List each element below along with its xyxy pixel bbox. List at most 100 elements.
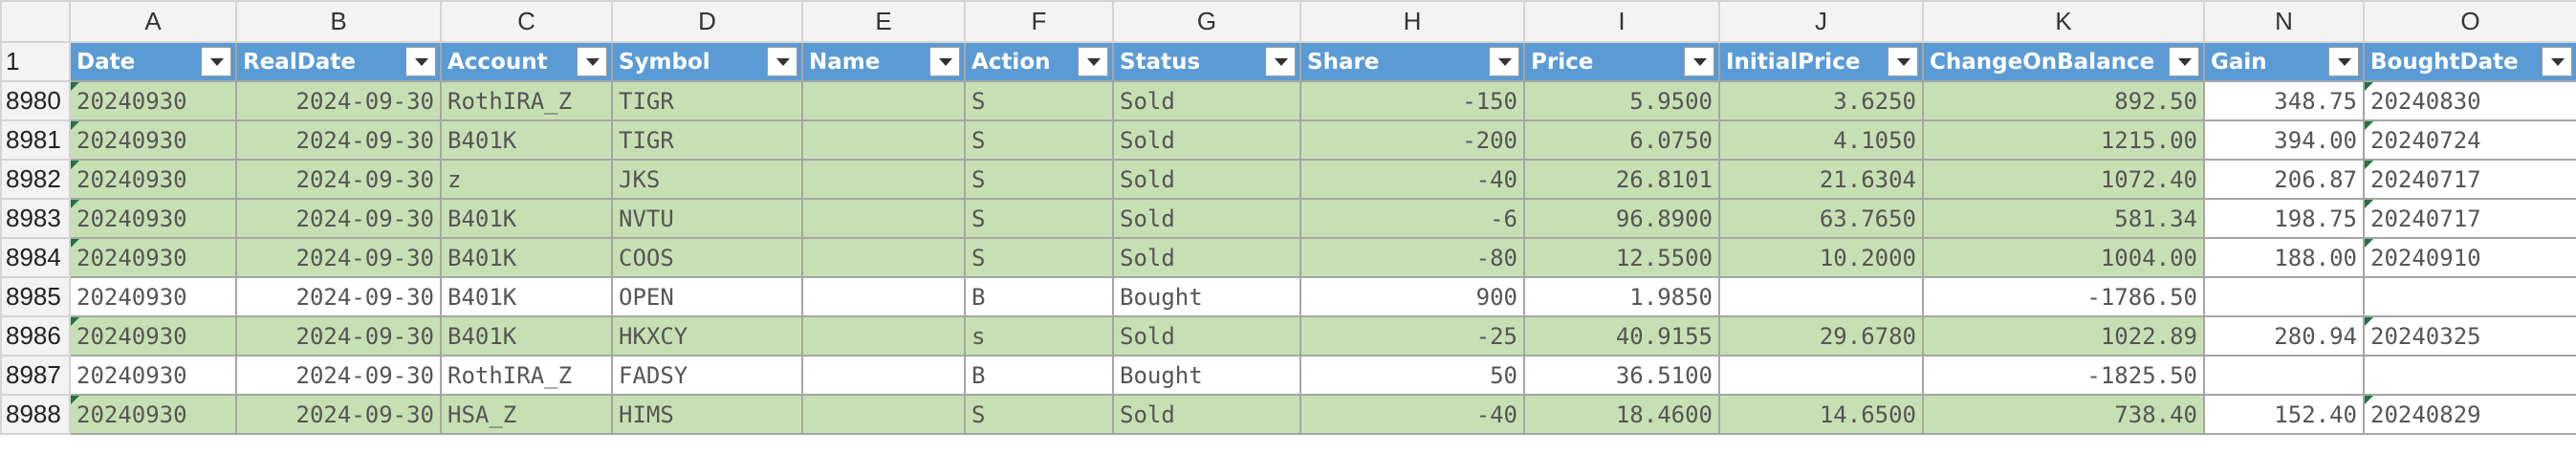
filter-button[interactable] [405,47,436,76]
filter-button[interactable] [2328,47,2359,76]
column-letter[interactable]: H [1299,0,1525,43]
cell[interactable]: 20240930 [69,315,237,357]
cell[interactable]: B401K [440,276,613,317]
row-number[interactable]: 1 [0,41,71,82]
cell[interactable]: TIGR [611,119,803,161]
cell[interactable]: 3.6250 [1718,80,1924,121]
cell[interactable]: 2024-09-30 [235,159,442,200]
cell[interactable] [801,198,966,239]
cell[interactable] [2363,355,2576,396]
column-header[interactable]: Name [801,41,966,82]
cell[interactable]: Sold [1112,315,1301,357]
filter-button[interactable] [1489,47,1519,76]
cell[interactable]: 20240829 [2363,394,2576,435]
filter-button[interactable] [1888,47,1918,76]
cell[interactable]: 20240930 [69,159,237,200]
cell[interactable]: Sold [1112,237,1301,278]
cell[interactable]: 40.9155 [1523,315,1720,357]
cell[interactable] [801,159,966,200]
cell[interactable]: B401K [440,315,613,357]
cell[interactable]: Sold [1112,159,1301,200]
cell[interactable]: 2024-09-30 [235,355,442,396]
cell[interactable]: 1022.89 [1922,315,2205,357]
cell[interactable]: Sold [1112,198,1301,239]
cell[interactable]: -150 [1299,80,1525,121]
cell[interactable]: Sold [1112,80,1301,121]
cell[interactable]: HKXCY [611,315,803,357]
column-letter[interactable]: G [1112,0,1301,43]
cell[interactable]: 26.8101 [1523,159,1720,200]
column-letter[interactable]: E [801,0,966,43]
filter-button[interactable] [1684,47,1714,76]
cell[interactable]: 12.5500 [1523,237,1720,278]
filter-button[interactable] [929,47,960,76]
column-header[interactable]: RealDate [235,41,442,82]
cell[interactable]: S [964,80,1114,121]
column-header[interactable]: Status [1112,41,1301,82]
column-letter[interactable]: A [69,0,237,43]
corner-cell[interactable] [0,0,71,43]
column-letter[interactable]: I [1523,0,1720,43]
cell[interactable]: Sold [1112,394,1301,435]
cell[interactable]: COOS [611,237,803,278]
cell[interactable] [1718,276,1924,317]
cell[interactable]: 1215.00 [1922,119,2205,161]
column-letter[interactable]: B [235,0,442,43]
cell[interactable]: RothIRA_Z [440,355,613,396]
cell[interactable]: 20240717 [2363,159,2576,200]
cell[interactable] [801,80,966,121]
cell[interactable]: Sold [1112,119,1301,161]
cell[interactable] [801,276,966,317]
column-letter[interactable]: C [440,0,613,43]
column-header[interactable]: Price [1523,41,1720,82]
filter-button[interactable] [201,47,231,76]
cell[interactable]: B [964,276,1114,317]
cell[interactable]: -80 [1299,237,1525,278]
cell[interactable]: 394.00 [2203,119,2365,161]
cell[interactable]: 2024-09-30 [235,198,442,239]
cell[interactable]: 280.94 [2203,315,2365,357]
cell[interactable]: 20240910 [2363,237,2576,278]
column-header[interactable]: BoughtDate [2363,41,2576,82]
column-letter[interactable]: D [611,0,803,43]
cell[interactable]: 36.5100 [1523,355,1720,396]
row-number[interactable]: 8983 [0,198,71,239]
cell[interactable]: 20240830 [2363,80,2576,121]
cell[interactable]: 63.7650 [1718,198,1924,239]
cell[interactable]: RothIRA_Z [440,80,613,121]
cell[interactable] [801,237,966,278]
column-header[interactable]: ChangeOnBalance [1922,41,2205,82]
cell[interactable] [1718,355,1924,396]
column-letter[interactable]: K [1922,0,2205,43]
cell[interactable]: 20240930 [69,198,237,239]
cell[interactable]: -1825.50 [1922,355,2205,396]
column-header[interactable]: Action [964,41,1114,82]
cell[interactable]: S [964,119,1114,161]
cell[interactable]: -40 [1299,394,1525,435]
cell[interactable]: 96.8900 [1523,198,1720,239]
cell[interactable]: 198.75 [2203,198,2365,239]
filter-button[interactable] [1265,47,1296,76]
cell[interactable] [2203,355,2365,396]
cell[interactable]: 2024-09-30 [235,80,442,121]
cell[interactable]: 29.6780 [1718,315,1924,357]
cell[interactable]: 581.34 [1922,198,2205,239]
row-number[interactable]: 8985 [0,276,71,317]
cell[interactable]: NVTU [611,198,803,239]
cell[interactable]: 20240717 [2363,198,2576,239]
cell[interactable]: -40 [1299,159,1525,200]
filter-button[interactable] [577,47,607,76]
cell[interactable]: 21.6304 [1718,159,1924,200]
cell[interactable]: 2024-09-30 [235,394,442,435]
row-number[interactable]: 8987 [0,355,71,396]
cell[interactable]: 2024-09-30 [235,237,442,278]
column-header[interactable]: Gain [2203,41,2365,82]
cell[interactable]: 152.40 [2203,394,2365,435]
cell[interactable]: -6 [1299,198,1525,239]
filter-button[interactable] [767,47,797,76]
cell[interactable]: FADSY [611,355,803,396]
cell[interactable]: 20240724 [2363,119,2576,161]
column-header[interactable]: Account [440,41,613,82]
cell[interactable]: z [440,159,613,200]
cell[interactable]: 20240325 [2363,315,2576,357]
